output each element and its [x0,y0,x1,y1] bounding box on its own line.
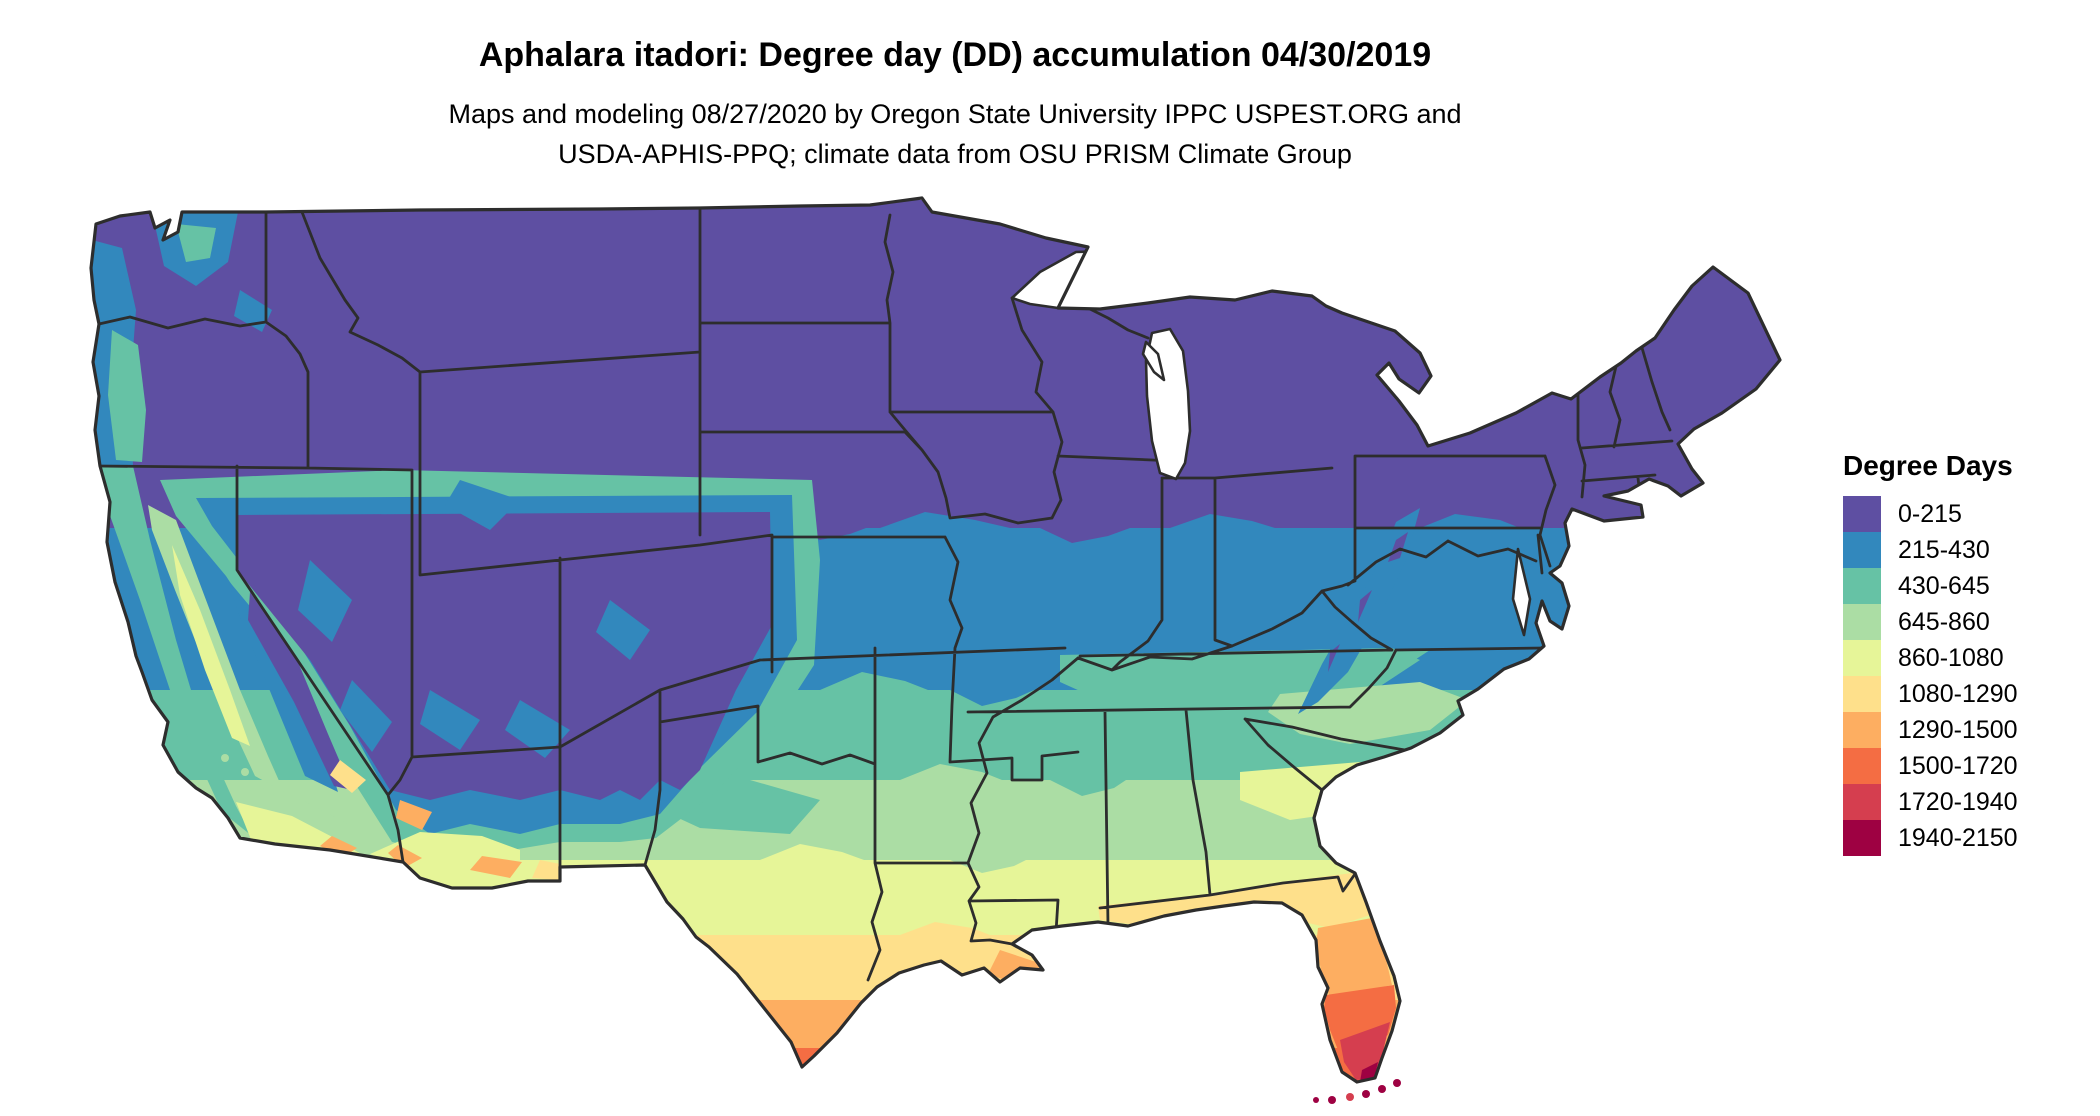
legend-rows: 0-215 215-430 430-645 645-860 860-1080 1080-1… [1843,496,2018,856]
legend-item: 1290-1500 [1843,712,2018,748]
legend-item: 1940-2150 [1843,820,2018,856]
channel-islands [221,754,265,789]
legend-item: 645-860 [1843,604,2018,640]
legend-swatch-3 [1843,604,1881,640]
legend-label: 215-430 [1898,535,1990,564]
legend-swatch-5 [1843,676,1881,712]
legend-label: 1080-1290 [1898,679,2018,708]
subtitle-line-2: USDA-APHIS-PPQ; climate data from OSU PR… [558,139,1352,169]
florida-keys [1313,1079,1401,1104]
legend: Degree Days 0-215 215-430 430-645 645-860 86… [1843,450,2018,856]
page-title: Aphalara itadori: Degree day (DD) accumu… [478,36,1432,74]
legend-label: 645-860 [1898,607,1990,636]
legend-swatch-8 [1843,784,1881,820]
legend-item: 860-1080 [1843,640,2018,676]
legend-label: 1290-1500 [1898,715,2018,744]
legend-item: 1080-1290 [1843,676,2018,712]
legend-item: 1500-1720 [1843,748,2018,784]
legend-swatch-0 [1843,496,1881,532]
legend-swatch-9 [1843,820,1881,856]
legend-item: 0-215 [1843,496,2018,532]
legend-item: 215-430 [1843,532,2018,568]
legend-item: 1720-1940 [1843,784,2018,820]
legend-swatch-4 [1843,640,1881,676]
legend-label: 1500-1720 [1898,751,2018,780]
green-bay [1141,340,1166,382]
map-fill-layer [91,200,1780,1082]
legend-swatch-6 [1843,712,1881,748]
legend-label: 430-645 [1898,571,1990,600]
legend-label: 0-215 [1898,499,1962,528]
subtitle-line-1: Maps and modeling 08/27/2020 by Oregon S… [448,99,1462,129]
state-borders [95,206,1674,982]
us-outline [89,196,1782,1084]
legend-swatch-1 [1843,532,1881,568]
legend-label: 860-1080 [1898,643,2004,672]
legend-title: Degree Days [1843,450,2013,481]
legend-label: 1940-2150 [1898,823,2018,852]
legend-swatch-2 [1843,568,1881,604]
legend-label: 1720-1940 [1898,787,2018,816]
legend-swatch-7 [1843,748,1881,784]
chesapeake-bay [1511,547,1532,637]
legend-item: 430-645 [1843,568,2018,604]
